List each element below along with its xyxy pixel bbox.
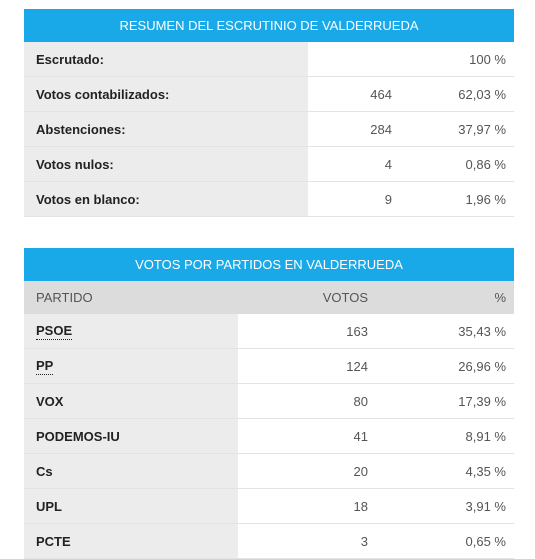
party-percent: 26,96 %	[458, 358, 506, 374]
party-name: VOX	[36, 393, 64, 409]
party-votes: 20	[353, 463, 368, 479]
party-link[interactable]: PP	[36, 357, 54, 375]
summary-table: RESUMEN DEL ESCRUTINIO DE VALDERRUEDA Es…	[24, 9, 514, 217]
party-percent: 4,35 %	[465, 463, 506, 479]
party-votes: 3	[360, 533, 368, 549]
party-row: UPL 18 3,91 %	[24, 489, 514, 524]
column-header-party: PARTIDO	[36, 290, 93, 305]
parties-column-headers: PARTIDO VOTOS %	[24, 281, 514, 314]
summary-row: Votos en blanco: 9 1,96 %	[24, 182, 514, 217]
party-row: PSOE 163 35,43 %	[24, 314, 514, 349]
party-name: PCTE	[36, 533, 71, 549]
party-row: PCTE 3 0,65 %	[24, 524, 514, 559]
summary-percent: 100 %	[469, 51, 506, 67]
party-percent: 35,43 %	[458, 323, 506, 339]
party-name: UPL	[36, 498, 62, 514]
summary-label: Votos contabilizados:	[24, 77, 308, 111]
summary-count: 284	[370, 121, 392, 137]
summary-percent: 37,97 %	[458, 121, 506, 137]
party-percent: 3,91 %	[465, 498, 506, 514]
party-name: Cs	[36, 463, 53, 479]
summary-count	[308, 42, 408, 76]
party-percent: 17,39 %	[458, 393, 506, 409]
summary-title: RESUMEN DEL ESCRUTINIO DE VALDERRUEDA	[24, 9, 514, 42]
party-name-cell: PODEMOS-IU	[24, 419, 238, 453]
summary-label: Votos nulos:	[24, 147, 308, 181]
summary-count: 464	[370, 86, 392, 102]
party-row: PODEMOS-IU 41 8,91 %	[24, 419, 514, 454]
party-rows: PSOE 163 35,43 % PP 124 26,96 % VOX 80 17,39 % PO…	[24, 314, 514, 559]
party-votes: 18	[353, 498, 368, 514]
summary-count: 4	[384, 156, 392, 172]
summary-percent: 62,03 %	[458, 86, 506, 102]
party-percent: 0,65 %	[465, 533, 506, 549]
summary-count: 9	[384, 191, 392, 207]
summary-row: Votos contabilizados: 464 62,03 %	[24, 77, 514, 112]
column-header-percent: %	[494, 290, 506, 305]
summary-label: Votos en blanco:	[24, 182, 308, 216]
summary-row: Escrutado: 100 %	[24, 42, 514, 77]
summary-percent: 0,86 %	[465, 156, 506, 172]
party-votes: 41	[353, 428, 368, 444]
column-header-votes: VOTOS	[322, 290, 368, 305]
party-name: PODEMOS-IU	[36, 428, 120, 444]
summary-row: Abstenciones: 284 37,97 %	[24, 112, 514, 147]
party-name-cell: Cs	[24, 454, 238, 488]
party-votes: 163	[346, 323, 368, 339]
party-row: Cs 20 4,35 %	[24, 454, 514, 489]
party-row: VOX 80 17,39 %	[24, 384, 514, 419]
summary-row: Votos nulos: 4 0,86 %	[24, 147, 514, 182]
party-link[interactable]: PSOE	[36, 322, 73, 340]
parties-table: VOTOS POR PARTIDOS EN VALDERRUEDA PARTID…	[24, 248, 514, 559]
party-percent: 8,91 %	[465, 428, 506, 444]
party-name-cell: UPL	[24, 489, 238, 523]
party-name-cell[interactable]: PSOE	[24, 314, 238, 348]
summary-rows: Escrutado: 100 % Votos contabilizados: 464 6…	[24, 42, 514, 217]
party-name-cell: VOX	[24, 384, 238, 418]
summary-label: Escrutado:	[24, 42, 308, 76]
party-name-cell: PCTE	[24, 524, 238, 558]
party-votes: 124	[346, 358, 368, 374]
summary-percent: 1,96 %	[465, 191, 506, 207]
party-name-cell[interactable]: PP	[24, 349, 238, 383]
parties-title: VOTOS POR PARTIDOS EN VALDERRUEDA	[24, 248, 514, 281]
party-votes: 80	[353, 393, 368, 409]
party-row: PP 124 26,96 %	[24, 349, 514, 384]
summary-label: Abstenciones:	[24, 112, 308, 146]
